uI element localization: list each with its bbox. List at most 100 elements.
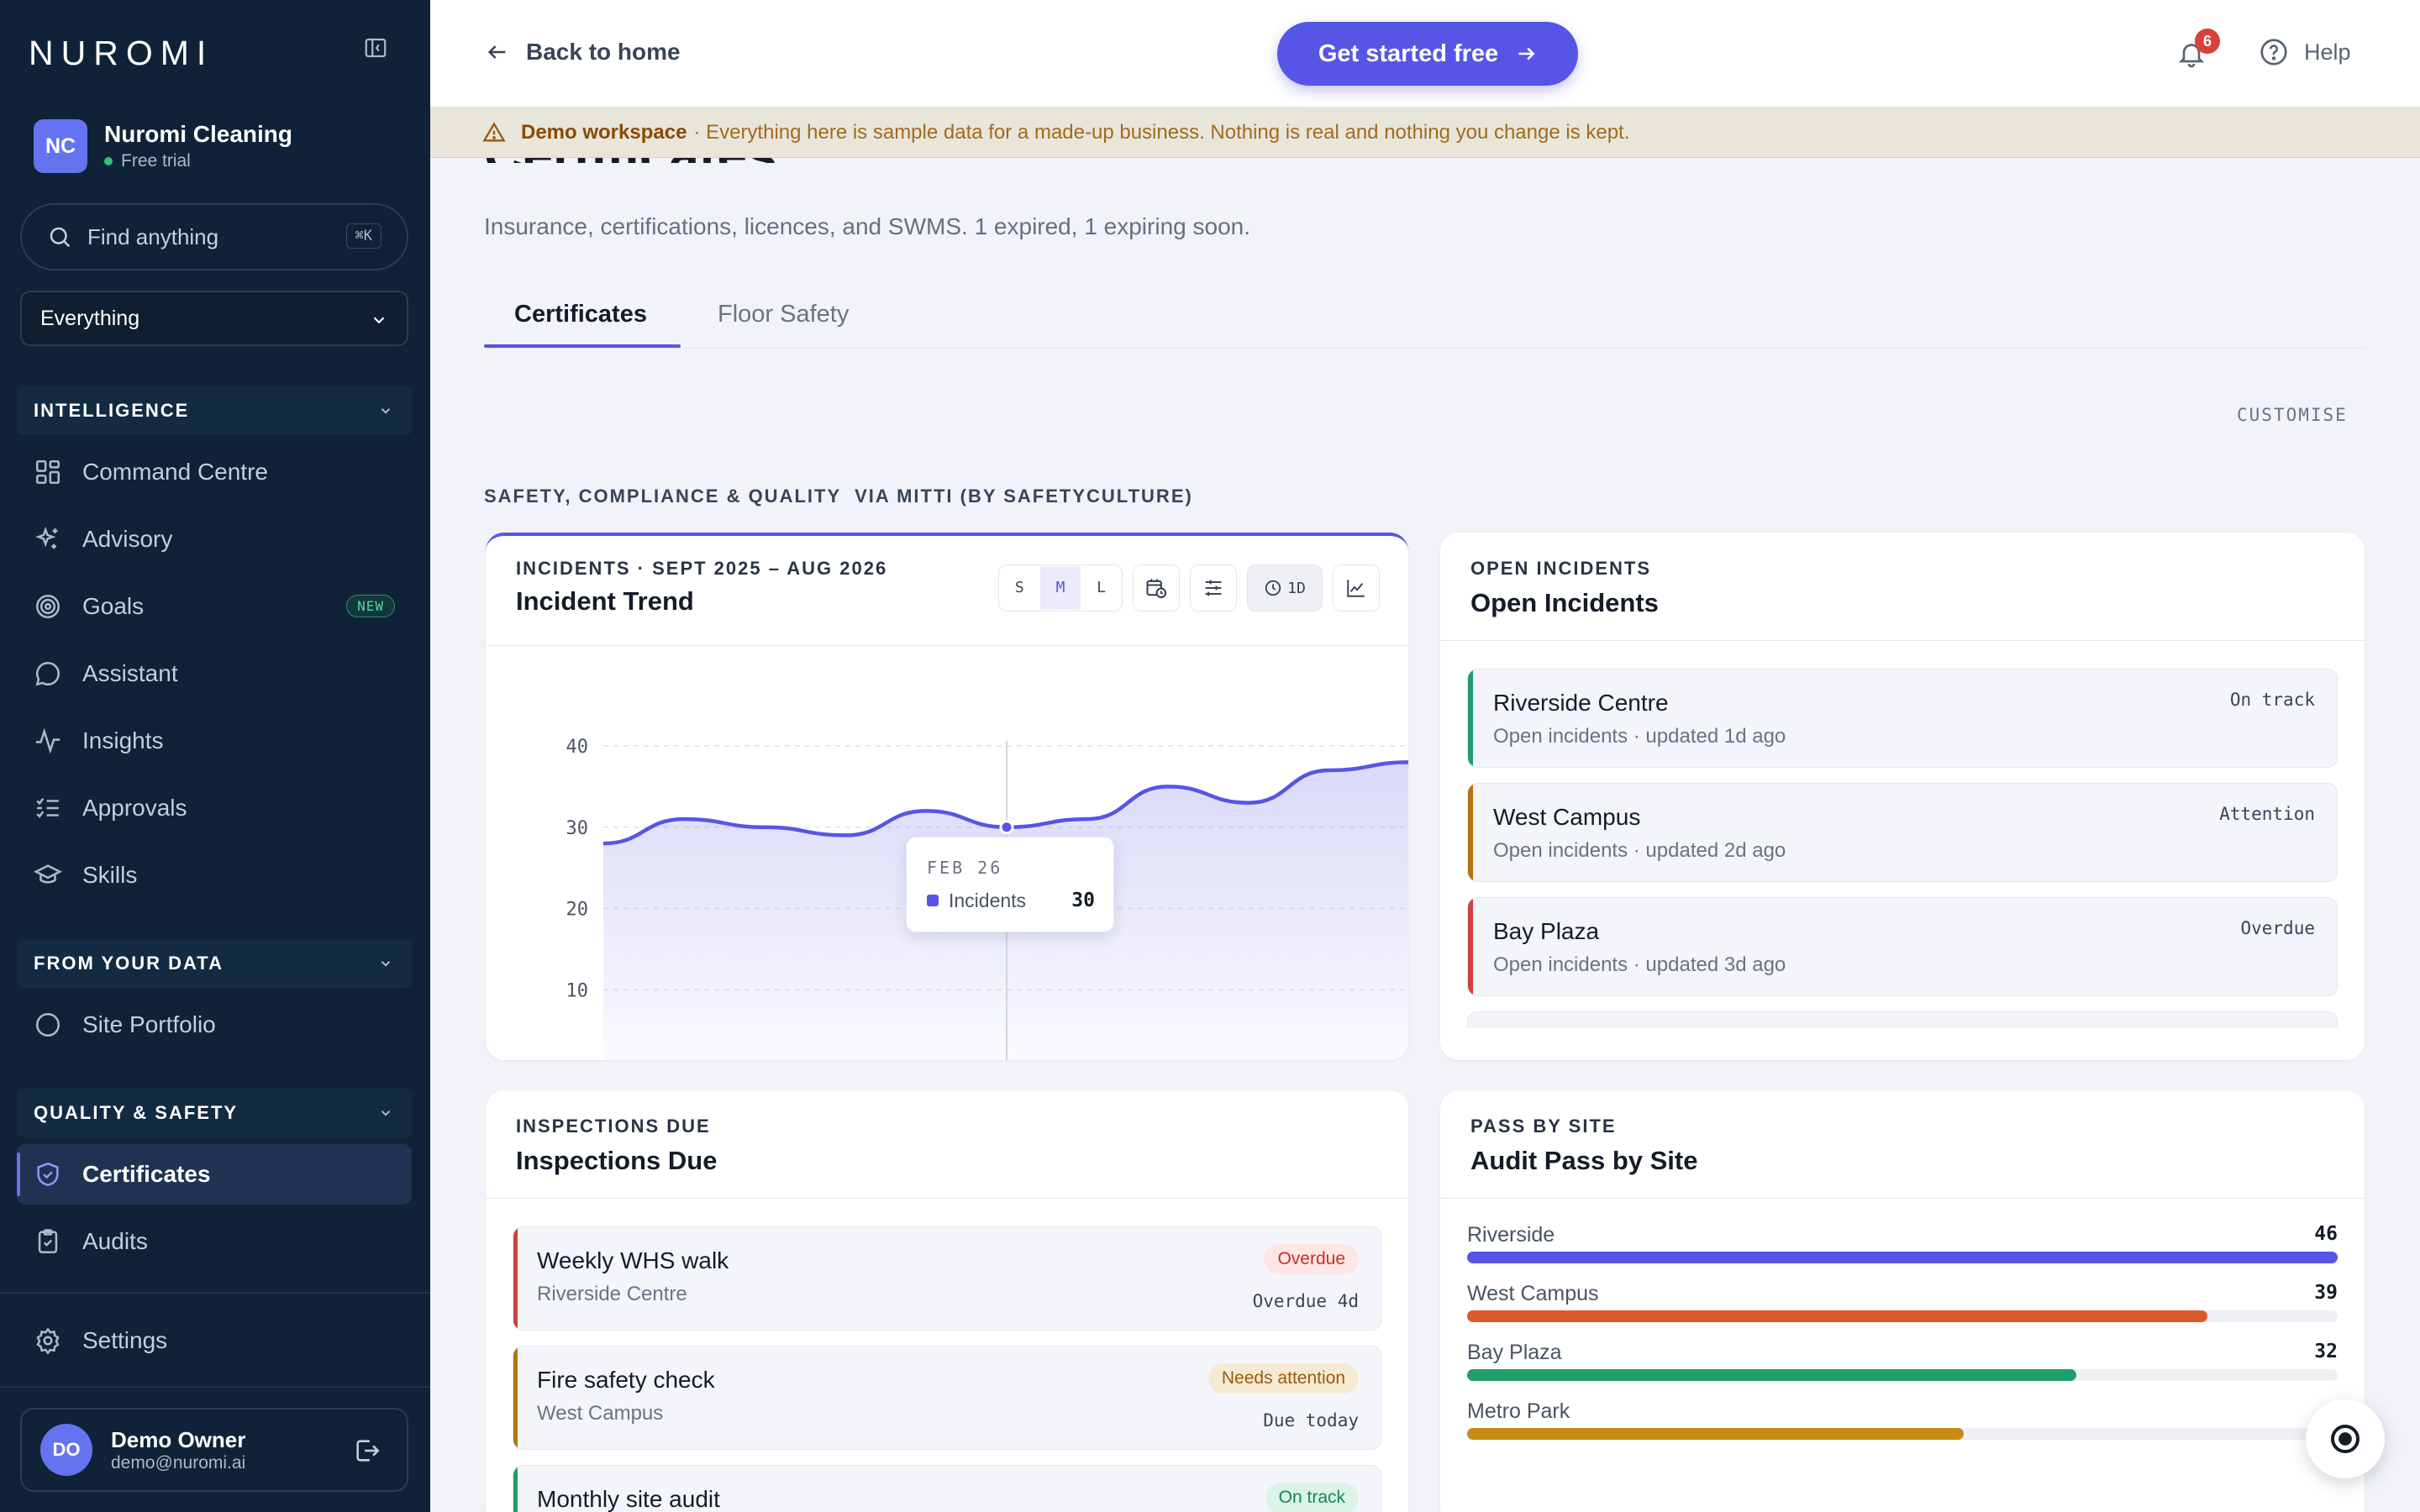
y-tick-label: 20 [566,900,589,921]
nav-goals[interactable]: Goals NEW [17,576,412,637]
status-bar [513,1227,518,1330]
range-button[interactable]: 1D [1247,564,1323,612]
section-quality-safety[interactable]: QUALITY & SAFETY [17,1089,412,1137]
filter-button[interactable] [1190,564,1237,612]
tooltip-value: 30 [1071,890,1095,911]
tab-floor-safety[interactable]: Floor Safety [718,301,850,328]
nav-certificates[interactable]: Certificates [17,1144,412,1205]
inspection-name: Monthly site audit [537,1486,720,1512]
status-dot [104,157,113,165]
y-tick-label: 30 [566,818,589,839]
audit-pass-card: PASS BY SITE Audit Pass by Site Riversid… [1440,1090,2365,1512]
nav-site-portfolio[interactable]: Site Portfolio [17,995,412,1055]
site-name: Riverside Centre [1493,690,1669,716]
chevron-down-icon [381,961,391,967]
incident-row[interactable]: Bay Plaza Open incidents · updated 3d ag… [1467,897,2338,996]
section-from-your-data[interactable]: FROM YOUR DATA [17,939,412,988]
audit-bar-row: Riverside 46 [1467,1223,2338,1265]
chat-icon [35,661,60,686]
search-input[interactable]: Find anything ⌘K [20,203,408,270]
notification-count: 6 [2195,29,2220,54]
size-m-option[interactable]: M [1039,566,1081,610]
active-tab-indicator [484,344,681,348]
status-bar [1468,898,1473,995]
top-bar: Back to home Get started free 6 Help [430,0,2420,108]
card-header: PASS BY SITE Audit Pass by Site [1470,1116,1697,1176]
incident-row[interactable]: Riverside Centre Open incidents · update… [1467,669,2338,768]
line-chart-icon [1347,580,1365,597]
plan-label: Free trial [121,151,191,171]
nav-approvals[interactable]: Approvals [17,778,412,838]
nav-command-centre[interactable]: Command Centre [17,442,412,502]
cta-label: Get started free [1318,39,1499,67]
size-l-option[interactable]: L [1097,579,1107,596]
scope-select[interactable]: Everything [20,291,408,346]
open-incidents-card: OPEN INCIDENTS Open Incidents Riverside … [1440,533,2365,1060]
nav-settings[interactable]: Settings [17,1310,412,1371]
arrow-left-icon [487,45,506,59]
warning-icon [482,121,506,141]
card-title: Inspections Due [516,1146,718,1175]
record-button[interactable] [2306,1399,2385,1478]
status-label: Attention [2219,804,2315,824]
card-eyebrow: OPEN INCIDENTS [1470,558,1652,579]
help-button[interactable]: Help [2259,37,2351,67]
tooltip-label: FEB 26 [927,858,1003,878]
section-intelligence[interactable]: INTELLIGENCE [17,386,412,435]
pass-value: 39 [2314,1282,2338,1304]
nav-assistant[interactable]: Assistant [17,643,412,704]
section-title: QUALITY & SAFETY [34,1102,239,1123]
nav-advisory[interactable]: Advisory [17,509,412,570]
nav-audits[interactable]: Audits [17,1211,412,1272]
bell-icon[interactable] [2176,37,2207,71]
section-heading: SAFETY, COMPLIANCE & QUALITY VIA MITTI (B… [484,486,1193,507]
chart-type-button[interactable] [1333,564,1380,612]
inspection-site: Riverside Centre [537,1283,687,1305]
chevron-down-icon [381,1110,391,1116]
card-header: OPEN INCIDENTS Open Incidents [1470,558,1659,618]
incident-row[interactable]: West Campus Open incidents · updated 2d … [1467,783,2338,882]
section-title: SAFETY, COMPLIANCE & QUALITY [484,486,842,507]
pulse-icon [35,727,60,754]
calendar-button[interactable] [1133,564,1180,612]
site-label: West Campus [1467,1282,1599,1305]
customise-button[interactable]: CUSTOMISE [2237,405,2348,425]
bar-fill [1467,1428,1964,1440]
size-toggle[interactable]: S M L [998,564,1123,612]
nav-insights[interactable]: Insights [17,711,412,771]
nav-skills[interactable]: Skills [17,845,412,906]
size-s-option[interactable]: S [1014,579,1024,596]
chevron-down-icon [373,317,385,324]
card-title: Incident Trend [516,586,694,616]
clock-icon [1265,580,1281,596]
collapse-sidebar-icon[interactable] [363,35,388,60]
nuromi-logo[interactable]: NUROMI [29,34,214,72]
inspection-row[interactable]: Weekly WHS walk Riverside Centre Overdue… [513,1226,1381,1331]
site-name: West Campus [1493,804,1641,830]
logout-icon[interactable] [353,1436,381,1465]
pass-value: 46 [2314,1223,2338,1245]
clipboard-check-icon [38,1229,58,1254]
help-icon [2260,39,2287,66]
nav-label: Approvals [82,795,187,821]
new-badge: NEW [346,595,395,617]
nav-label: Insights [82,727,164,753]
tab-certificates[interactable]: Certificates [514,301,647,328]
back-to-home-link[interactable]: Back to home [486,39,681,66]
incident-row-partial [1467,1011,2338,1028]
bar-track [1467,1310,2338,1322]
y-tick-label: 10 [566,980,589,1001]
scope-value: Everything [40,306,140,330]
inspection-row[interactable]: Monthly site audit On track [513,1465,1381,1512]
inspection-row[interactable]: Fire safety check West Campus Needs atte… [513,1346,1381,1450]
data-point-feb [999,820,1014,835]
nav-label: Skills [82,862,138,888]
chart-tooltip: FEB 26 Incidents 30 [906,837,1114,932]
workspace-switcher[interactable]: NC Nuromi Cleaning Free trial [34,119,292,173]
audit-bar-row: West Campus 39 [1467,1282,2338,1324]
user-card[interactable]: DO Demo Owner demo@nuromi.ai [20,1408,408,1492]
list-fade [1440,1030,2365,1060]
nav-label: Assistant [82,660,178,686]
card-title: Audit Pass by Site [1470,1146,1698,1175]
get-started-button[interactable]: Get started free [1277,22,1578,86]
